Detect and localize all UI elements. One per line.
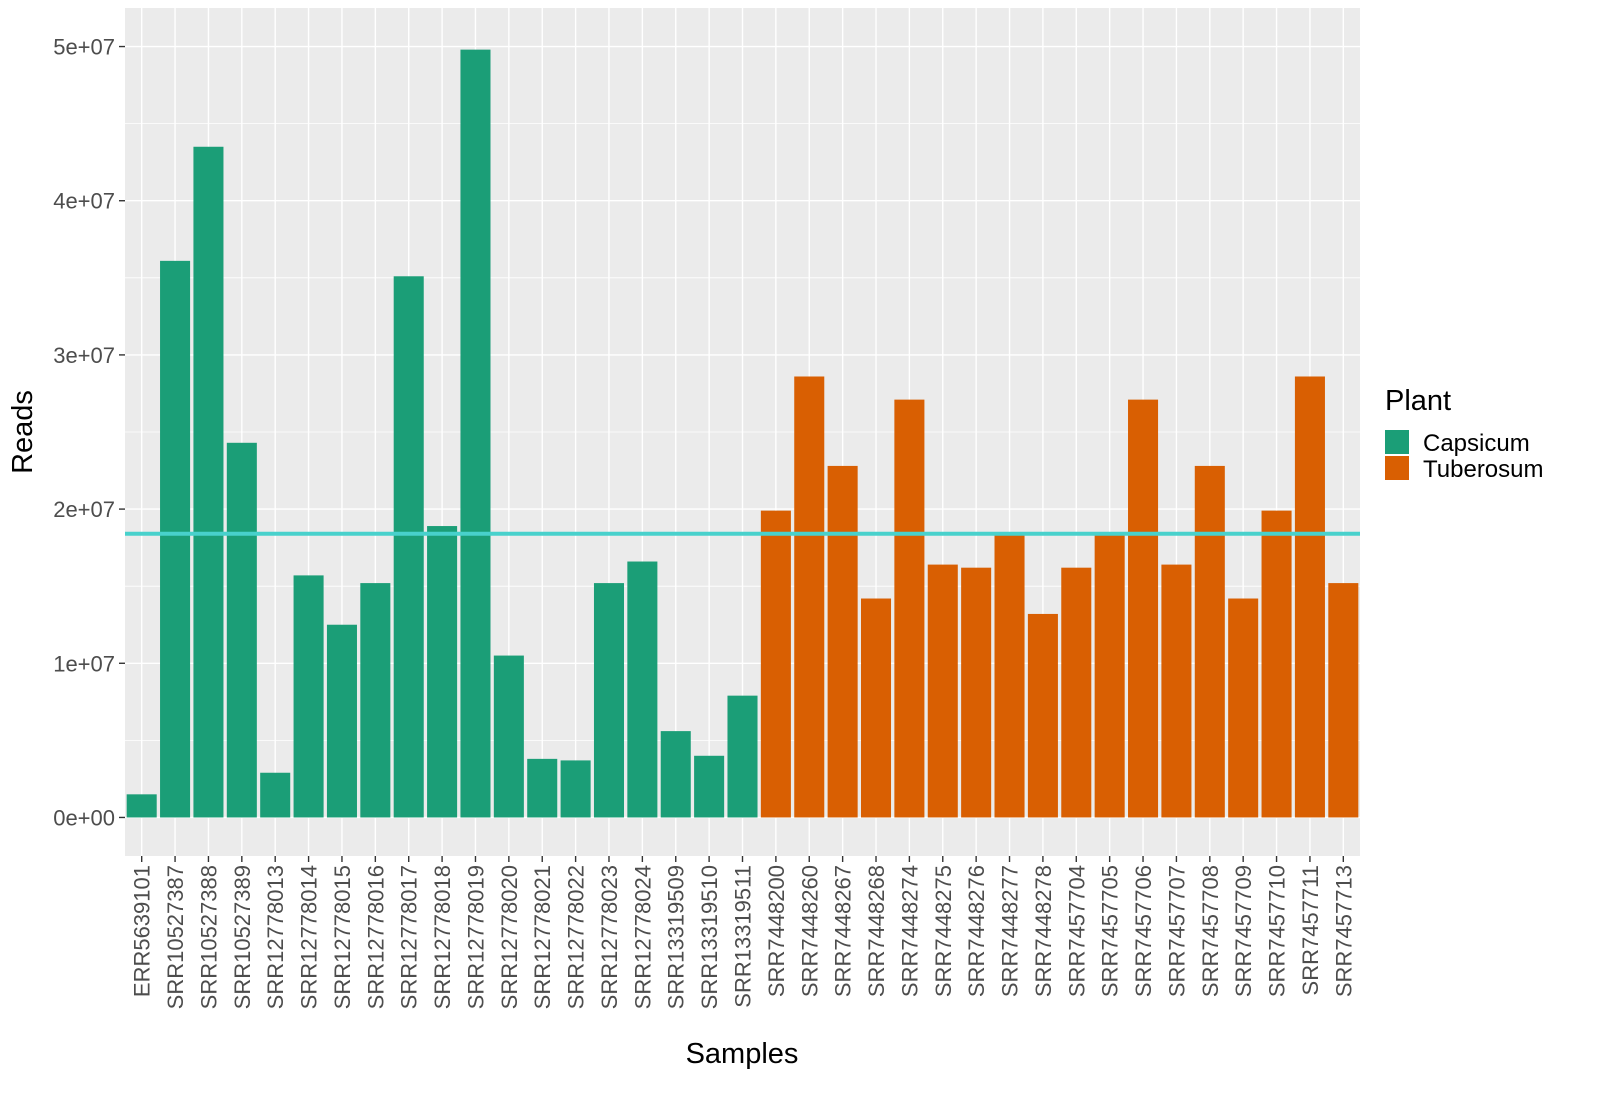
bar-SRR12778023 [593,583,625,818]
x-tick-label: SRR13319511 [731,865,756,1008]
y-axis: 0e+00 1e+07 2e+07 3e+07 4e+07 5e+07 [53,35,125,830]
bar-SRR7448274 [894,399,925,818]
bars [126,49,1359,818]
x-tick-label: SRR12778021 [530,865,555,1009]
x-tick-label: SRR7457710 [1265,865,1290,997]
x-tick-label: SRR12778019 [463,865,488,1009]
bar-SRR10527387 [160,260,191,818]
bar-ERR5639101 [126,794,157,818]
x-tick-label: SRR7448275 [931,865,956,997]
bar-SRR7457705 [1094,535,1125,818]
bar-SRR7457707 [1161,564,1192,818]
x-tick-label: SRR7448200 [764,865,789,997]
bar-SRR13319511 [727,695,758,818]
bar-SRR12778019 [460,49,491,818]
bar-SRR7457709 [1228,598,1259,818]
bar-SRR7457711 [1294,376,1325,818]
bar-SRR12778022 [560,760,591,818]
bar-SRR7448277 [994,535,1025,818]
y-tick-label: 2e+07 [53,497,115,522]
x-tick-label: SRR7448278 [1031,865,1056,997]
bar-SRR12778020 [493,655,524,818]
y-axis-title: Reads [7,390,39,474]
x-tick-label: SRR12778022 [564,865,589,1009]
x-tick-label: SRR10527387 [163,865,188,1009]
bar-SRR12778021 [527,758,558,818]
legend-label-capsicum: Capsicum [1423,430,1530,457]
x-tick-label: SRR12778018 [430,865,455,1009]
x-tick-label: SRR12778024 [630,865,655,1009]
bar-SRR7448268 [860,598,892,818]
bar-SRR7448278 [1027,613,1058,818]
legend-label-tuberosum: Tuberosum [1423,456,1544,483]
x-tick-label: SRR7457708 [1198,865,1223,997]
bar-SRR10527388 [193,146,224,818]
bar-SRR7448260 [794,376,825,818]
bar-SRR12778013 [260,772,291,818]
bar-SRR7457706 [1128,399,1159,818]
bar-SRR12778015 [326,624,357,818]
x-tick-label: SRR7457706 [1131,865,1156,997]
bar-SRR12778014 [293,575,324,818]
bar-SRR10527389 [226,442,257,818]
y-tick-label: 3e+07 [53,343,115,368]
bar-SRR12778018 [427,526,458,818]
bar-SRR12778017 [393,276,424,818]
bar-SRR12778024 [627,561,658,818]
bar-SRR7448276 [961,567,992,818]
bar-SRR7448200 [760,510,791,818]
x-tick-label: SRR13319510 [697,865,722,1009]
x-tick-label: SRR12778017 [397,865,422,1009]
legend-title: Plant [1385,385,1451,417]
x-tick-label: SRR10527388 [196,865,221,1009]
legend-key-capsicum [1385,430,1409,454]
y-tick-label: 5e+07 [53,35,115,60]
x-tick-label: SRR13319509 [664,865,689,1009]
x-tick-label: SRR7448276 [964,865,989,997]
y-tick-label: 4e+07 [53,189,115,214]
x-tick-label: SRR7448274 [897,865,922,997]
x-tick-label: SRR12778016 [363,865,388,1009]
x-tick-label: SRR7448260 [797,865,822,997]
bar-SRR7457713 [1328,583,1359,818]
bar-SRR7457708 [1194,465,1225,818]
x-tick-label: SRR10527389 [230,865,255,1009]
bar-SRR7457704 [1061,567,1092,818]
legend: Plant Capsicum Tuberosum [1385,385,1544,483]
x-tick-label: SRR7457713 [1331,865,1356,997]
bar-SRR13319509 [660,731,691,818]
x-axis: ERR5639101 SRR10527387 SRR10527388 SRR10527… [130,856,1356,1009]
y-tick-label: 0e+00 [53,805,115,830]
bar-SRR7448267 [827,465,858,818]
bar-SRR13319510 [694,755,725,818]
x-tick-label: SRR7448277 [998,865,1023,997]
x-tick-label: SRR7457711 [1298,865,1323,995]
x-tick-label: SRR7457709 [1231,865,1256,997]
x-tick-label: SRR12778023 [597,865,622,1009]
bar-SRR7448275 [927,564,958,818]
x-tick-label: SRR7457707 [1164,865,1189,997]
y-tick-label: 1e+07 [53,651,115,676]
x-tick-label: SRR12778015 [330,865,355,1009]
x-tick-label: SRR7457704 [1064,865,1089,997]
legend-key-tuberosum [1385,456,1409,480]
x-tick-label: SRR7457705 [1098,865,1123,997]
x-tick-label: SRR7448268 [864,865,889,997]
x-tick-label: ERR5639101 [130,865,155,997]
x-tick-label: SRR12778020 [497,865,522,1009]
x-tick-label: SRR12778013 [263,865,288,1009]
x-tick-label: SRR7448267 [831,865,856,997]
x-axis-title: Samples [686,1038,799,1070]
x-tick-label: SRR12778014 [297,865,322,1009]
bar-SRR7457710 [1261,510,1292,818]
bar-SRR12778016 [360,583,391,818]
